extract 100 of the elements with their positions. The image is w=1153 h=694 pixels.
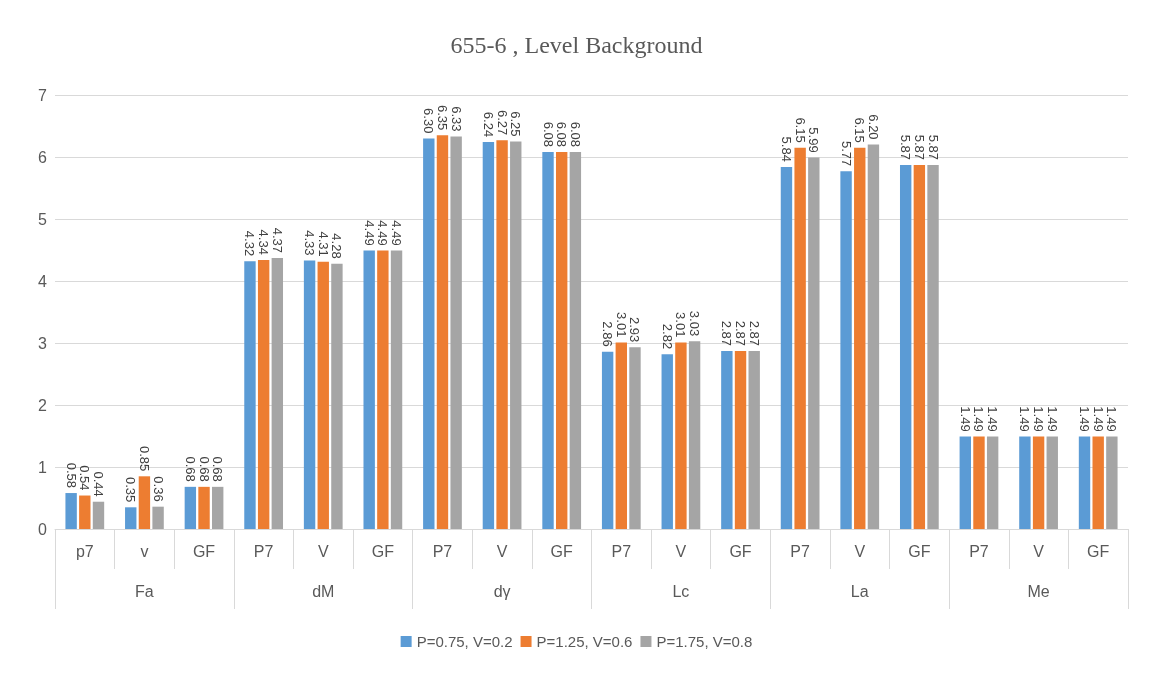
data-label: 1.49 (1090, 406, 1106, 432)
y-tick-label: 4 (38, 272, 48, 290)
bar (808, 157, 820, 529)
x-tick-label: GF (550, 542, 574, 560)
data-label: 6.15 (852, 117, 868, 143)
y-tick-label: 7 (38, 86, 48, 104)
data-label: 4.28 (329, 233, 345, 259)
data-label: 1.49 (985, 406, 1001, 432)
data-label: 2.93 (627, 317, 643, 343)
x-tick-label: P7 (432, 542, 453, 560)
bar (899, 165, 912, 529)
x-tick-label: GF (729, 542, 752, 560)
data-label: 4.31 (315, 231, 331, 257)
bar (1106, 436, 1118, 529)
bar (450, 136, 462, 529)
bar (198, 486, 210, 529)
data-label: 1.49 (971, 406, 987, 432)
data-label: 6.20 (865, 114, 881, 140)
data-label: 4.37 (269, 227, 285, 254)
bar (913, 165, 926, 529)
data-label: 4.49 (375, 220, 391, 246)
data-label: 0.68 (210, 456, 226, 482)
data-label: 3.01 (613, 312, 629, 338)
bar (748, 351, 760, 529)
bar (377, 250, 389, 529)
data-label: 0.58 (63, 462, 79, 489)
bar (601, 351, 614, 529)
bar (363, 250, 375, 529)
x-tick-label: V (854, 542, 866, 560)
bar (569, 152, 582, 529)
bar (615, 342, 627, 529)
legend-label: P=1.75, V=0.8 (656, 633, 753, 650)
bar (973, 436, 985, 529)
data-label: 2.87 (719, 320, 735, 347)
bar (1078, 436, 1091, 529)
data-label: 4.33 (302, 230, 318, 256)
chart-title: 655-6 , Level Background (450, 32, 703, 58)
x-tick-label: v (140, 542, 149, 560)
bar (65, 493, 77, 529)
data-label: 5.77 (838, 140, 854, 167)
bar (212, 486, 224, 529)
bar (542, 152, 554, 529)
bar (675, 342, 687, 529)
data-label: 6.30 (421, 108, 437, 134)
x-tick-label: GF (908, 542, 931, 560)
bar (734, 351, 747, 529)
data-label: 1.49 (1104, 406, 1120, 432)
text: Lc (672, 582, 690, 600)
bar (79, 495, 91, 529)
bar (257, 259, 270, 529)
bar (125, 507, 137, 529)
x-tick-label: P7 (790, 542, 811, 560)
x-tick-label: GF (1087, 542, 1110, 560)
text: dγ (493, 582, 511, 600)
legend-label: P=1.25, V=0.6 (536, 633, 633, 650)
text: Me (1027, 582, 1050, 600)
data-label: 5.87 (925, 134, 941, 161)
bar (867, 144, 880, 529)
data-label: 3.03 (687, 310, 703, 337)
x-tick-label: p7 (75, 542, 94, 560)
data-label: 5.87 (911, 134, 927, 161)
bar (138, 476, 151, 529)
text: Fa (135, 582, 154, 600)
data-label: 6.08 (567, 121, 583, 148)
data-label: 0.68 (182, 456, 198, 482)
y-tick-label: 2 (38, 396, 48, 414)
data-label: 6.35 (434, 104, 450, 131)
bar (1046, 436, 1058, 529)
data-label: 1.49 (1077, 406, 1093, 432)
data-label: 6.25 (508, 111, 524, 137)
data-label: 4.34 (256, 229, 272, 255)
data-label: 1.49 (1017, 406, 1033, 432)
bar (152, 506, 164, 529)
bar (303, 260, 316, 529)
bar (184, 486, 197, 529)
data-label: 6.08 (540, 121, 556, 148)
x-tick-label: V (1033, 542, 1045, 560)
data-label: 0.36 (150, 476, 166, 502)
data-label: 1.49 (957, 406, 973, 432)
data-label: 5.99 (806, 127, 822, 153)
x-tick-label: P7 (253, 542, 274, 560)
bar (1019, 436, 1031, 529)
data-label: 0.35 (123, 476, 139, 503)
data-label: 0.68 (196, 456, 212, 482)
bar (331, 263, 343, 529)
data-label: 2.87 (733, 320, 749, 347)
y-tick-label: 0 (38, 520, 48, 538)
x-tick-label: P7 (969, 542, 989, 560)
legend-label: P=0.75, V=0.2 (416, 633, 513, 650)
data-label: 4.49 (361, 220, 377, 246)
bar (927, 165, 939, 529)
x-tick-label: GF (371, 542, 395, 560)
bar (959, 436, 971, 529)
data-label: 1.49 (1031, 406, 1047, 432)
bar (854, 147, 866, 529)
y-tick-label: 6 (38, 148, 48, 166)
bar (92, 501, 105, 529)
x-tick-label: GF (192, 542, 216, 560)
y-tick-label: 5 (38, 210, 48, 228)
bar (317, 261, 329, 529)
